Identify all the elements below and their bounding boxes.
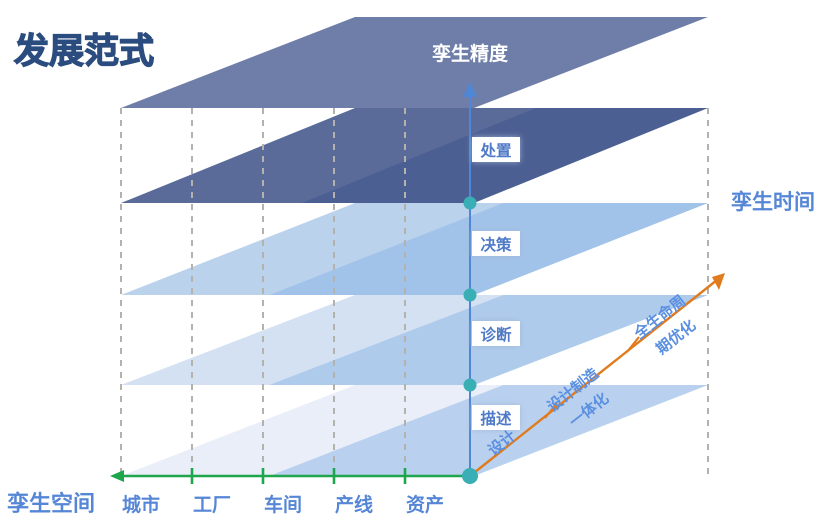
svg-text:诊断: 诊断 xyxy=(480,325,512,344)
svg-text:车间: 车间 xyxy=(264,493,302,516)
svg-text:资产: 资产 xyxy=(406,493,444,516)
svg-text:孪生空间: 孪生空间 xyxy=(7,491,95,516)
svg-text:孪生精度: 孪生精度 xyxy=(432,42,509,65)
svg-text:工厂: 工厂 xyxy=(193,495,231,516)
svg-text:处置: 处置 xyxy=(479,141,511,160)
svg-text:产线: 产线 xyxy=(335,493,373,516)
svg-text:城市: 城市 xyxy=(122,493,160,516)
svg-text:决策: 决策 xyxy=(480,235,512,254)
svg-text:描述: 描述 xyxy=(480,409,512,428)
svg-text:孪生时间: 孪生时间 xyxy=(731,190,815,214)
svg-text:发展范式: 发展范式 xyxy=(14,32,154,71)
